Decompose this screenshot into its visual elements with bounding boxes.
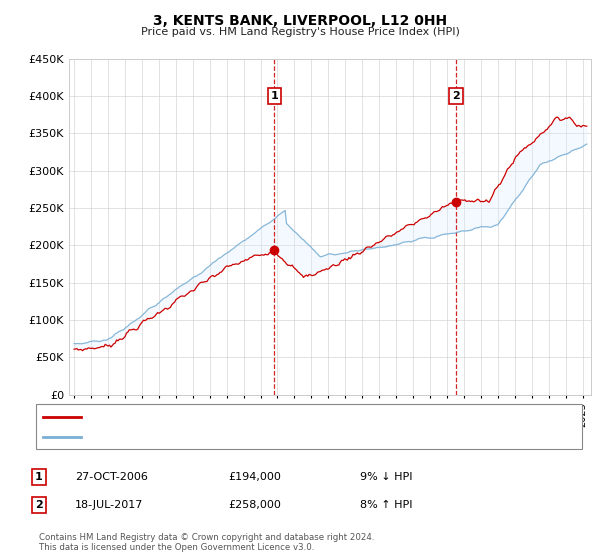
Text: HPI: Average price, detached house, Liverpool: HPI: Average price, detached house, Live… bbox=[87, 432, 328, 442]
Text: 2: 2 bbox=[452, 91, 460, 101]
Text: 9% ↓ HPI: 9% ↓ HPI bbox=[360, 472, 413, 482]
Text: 3, KENTS BANK, LIVERPOOL, L12 0HH (detached house): 3, KENTS BANK, LIVERPOOL, L12 0HH (detac… bbox=[87, 412, 377, 422]
Text: £194,000: £194,000 bbox=[228, 472, 281, 482]
Text: 8% ↑ HPI: 8% ↑ HPI bbox=[360, 500, 413, 510]
Text: Contains HM Land Registry data © Crown copyright and database right 2024.: Contains HM Land Registry data © Crown c… bbox=[39, 533, 374, 542]
Text: 1: 1 bbox=[35, 472, 43, 482]
Text: 27-OCT-2006: 27-OCT-2006 bbox=[75, 472, 148, 482]
Text: 2: 2 bbox=[35, 500, 43, 510]
Text: 18-JUL-2017: 18-JUL-2017 bbox=[75, 500, 143, 510]
Text: £258,000: £258,000 bbox=[228, 500, 281, 510]
Text: 3, KENTS BANK, LIVERPOOL, L12 0HH: 3, KENTS BANK, LIVERPOOL, L12 0HH bbox=[153, 14, 447, 28]
Text: Price paid vs. HM Land Registry's House Price Index (HPI): Price paid vs. HM Land Registry's House … bbox=[140, 27, 460, 37]
Text: This data is licensed under the Open Government Licence v3.0.: This data is licensed under the Open Gov… bbox=[39, 543, 314, 552]
Text: 1: 1 bbox=[271, 91, 278, 101]
